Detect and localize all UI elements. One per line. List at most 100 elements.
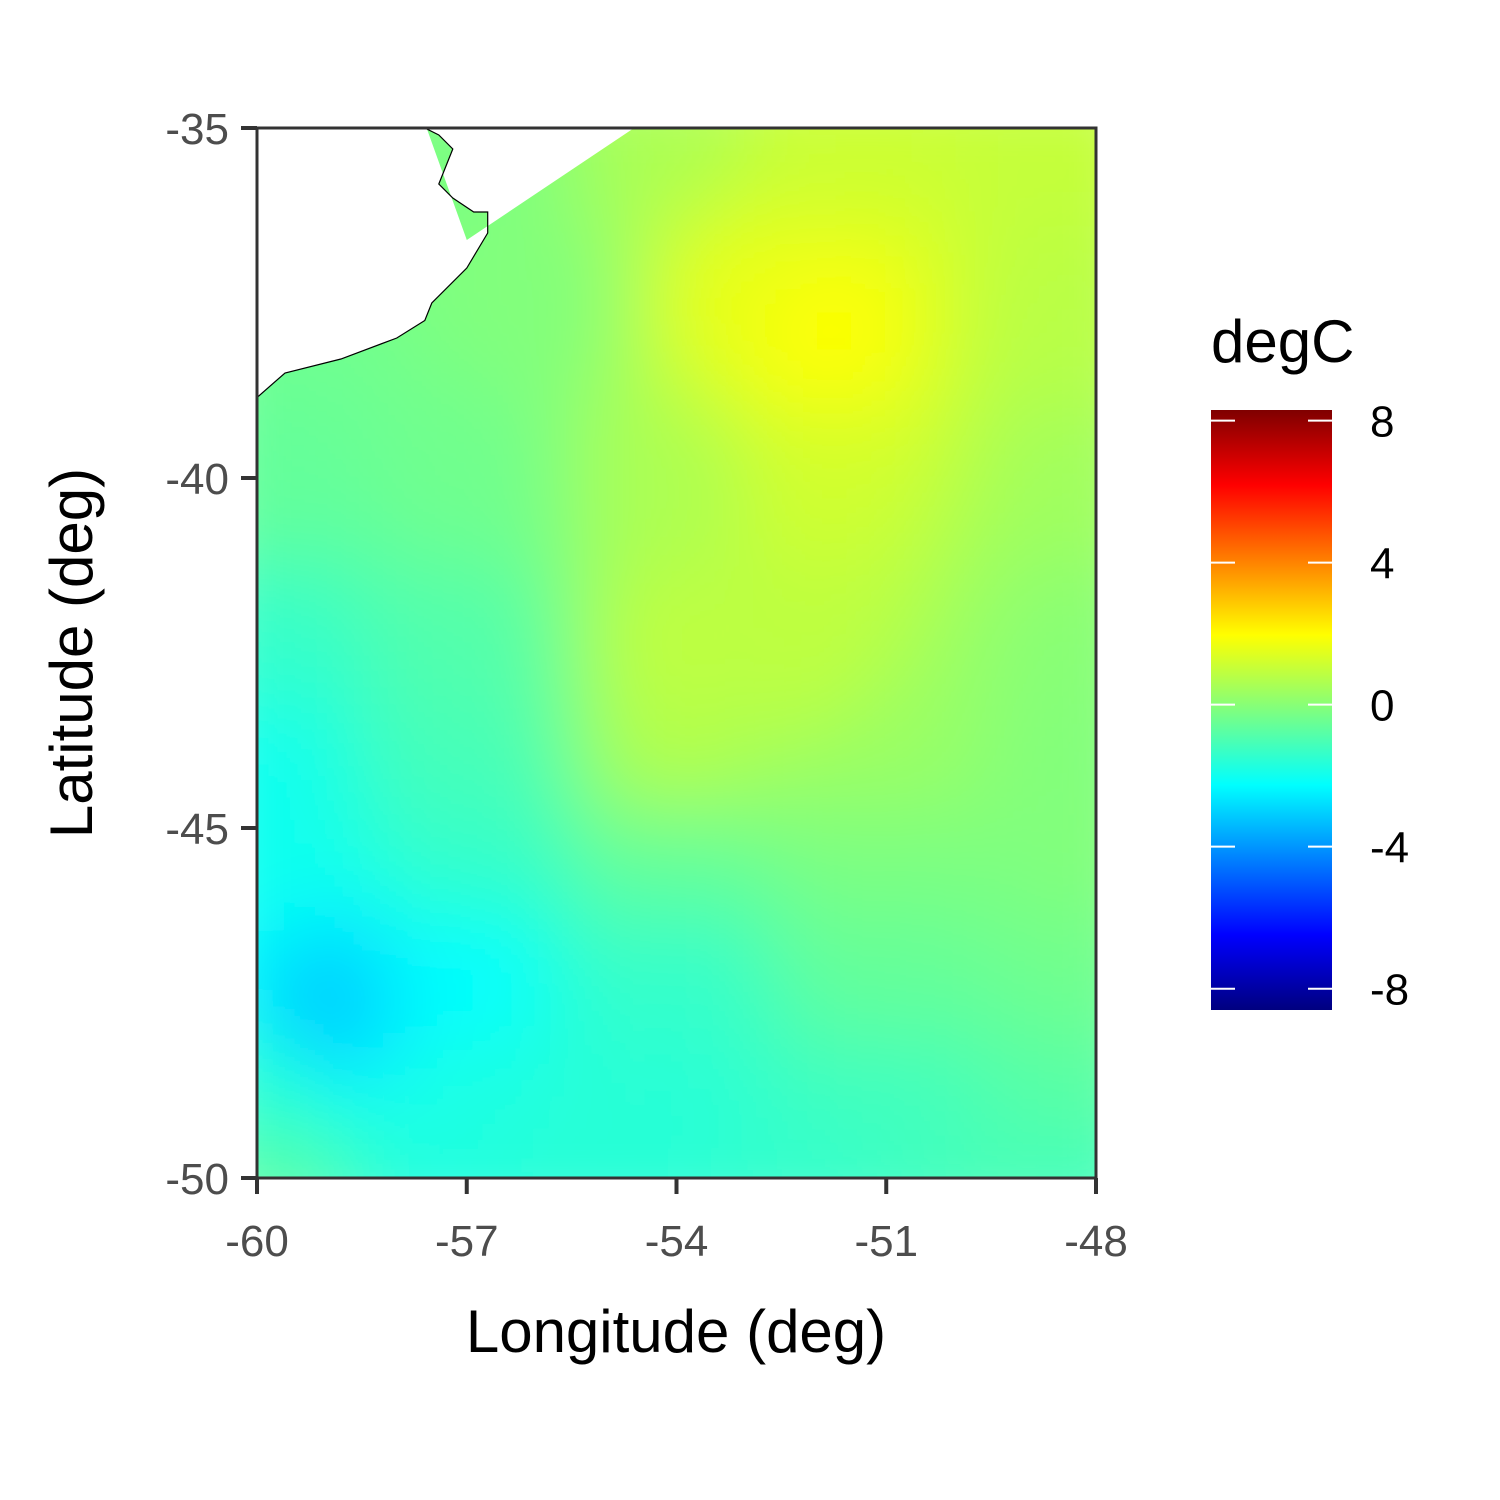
field-cell <box>368 72 398 102</box>
field-cell <box>257 1177 286 1178</box>
field-cell <box>311 1066 342 1097</box>
field-cell <box>703 734 734 765</box>
field-cell <box>983 154 1014 185</box>
field-cell <box>759 845 790 876</box>
field-cell <box>535 375 566 406</box>
field-cell <box>675 486 706 516</box>
field-cell <box>257 430 286 461</box>
field-cell <box>703 513 734 544</box>
field-cell <box>1011 596 1042 627</box>
field-cell <box>647 679 678 710</box>
field-cell <box>563 541 594 572</box>
field-cell <box>703 679 734 710</box>
field-cell <box>787 541 818 572</box>
field-cell <box>843 403 874 433</box>
field-cell <box>815 320 846 351</box>
field-cell <box>983 1149 1014 1178</box>
field-cell <box>200 265 230 295</box>
field-cell <box>871 845 902 876</box>
field-cell <box>983 348 1014 378</box>
field-cell <box>200 901 230 931</box>
field-cell <box>395 845 426 876</box>
field-cell <box>871 955 902 986</box>
field-cell <box>1039 292 1070 323</box>
field-cell <box>257 403 258 433</box>
field-cell <box>983 734 1014 765</box>
field-cell <box>257 624 258 654</box>
field-cell <box>367 900 398 931</box>
field-cell <box>843 624 874 654</box>
field-cell <box>955 1011 986 1041</box>
field-cell <box>257 1149 286 1178</box>
field-cell <box>899 1011 930 1041</box>
field-cell <box>311 541 342 572</box>
field-cell <box>423 430 454 461</box>
field-cell <box>927 928 958 958</box>
field-cell <box>703 955 734 986</box>
field-cell <box>339 430 370 461</box>
field-cell <box>1123 1094 1153 1124</box>
field-cell <box>983 1066 1014 1097</box>
field-cell <box>1067 790 1096 820</box>
field-cell <box>563 873 594 903</box>
field-cell <box>1039 1066 1070 1097</box>
field-cell <box>843 182 874 212</box>
field-cell <box>1067 486 1096 516</box>
field-cell <box>731 873 762 903</box>
field-cell <box>395 900 426 931</box>
field-cell <box>1039 569 1070 599</box>
field-cell <box>423 900 454 931</box>
field-cell <box>257 182 258 212</box>
field-cell <box>619 900 650 931</box>
field-cell <box>787 1149 818 1178</box>
field-cell <box>507 541 538 572</box>
field-cell <box>787 652 818 682</box>
field-cell <box>927 679 958 710</box>
field-cell <box>283 983 314 1014</box>
field-cell <box>703 983 734 1014</box>
field-cell <box>1123 403 1153 433</box>
field-cell <box>257 209 258 240</box>
field-cell <box>843 292 874 323</box>
field-cell <box>1123 735 1153 765</box>
field-cell <box>283 928 314 958</box>
field-cell <box>1095 458 1096 489</box>
field-cell <box>367 1121 398 1152</box>
field-cell <box>787 596 818 627</box>
field-cell <box>395 762 426 793</box>
field-cell <box>955 375 986 406</box>
field-cell <box>1039 596 1070 627</box>
field-cell <box>257 596 286 627</box>
field-cell <box>843 817 874 848</box>
field-cell <box>563 955 594 986</box>
field-cell <box>1123 210 1153 240</box>
field-cell <box>815 817 846 848</box>
field-cell <box>507 128 538 129</box>
field-cell <box>535 1066 566 1097</box>
field-cell <box>843 1094 874 1124</box>
field-cell <box>257 679 258 710</box>
field-cell <box>619 1094 650 1124</box>
field-cell <box>563 569 594 599</box>
field-cell <box>1067 348 1096 378</box>
field-cell <box>423 513 454 544</box>
field-cell <box>564 72 594 102</box>
field-cell <box>955 237 986 268</box>
field-cell <box>283 652 314 682</box>
field-cell <box>983 873 1014 903</box>
field-cell <box>1011 292 1042 323</box>
field-cell <box>311 430 342 461</box>
field-cell <box>647 348 678 378</box>
field-cell <box>257 652 286 682</box>
field-cell <box>1039 375 1070 406</box>
field-cell <box>591 873 622 903</box>
field-cell <box>927 652 958 682</box>
field-cell <box>591 209 622 240</box>
field-cell <box>479 375 510 406</box>
field-cell <box>311 596 342 627</box>
field-cell <box>983 928 1014 958</box>
field-cell <box>731 679 762 710</box>
field-cell <box>257 955 286 986</box>
field-cell <box>200 928 230 958</box>
field-cell <box>339 873 370 903</box>
